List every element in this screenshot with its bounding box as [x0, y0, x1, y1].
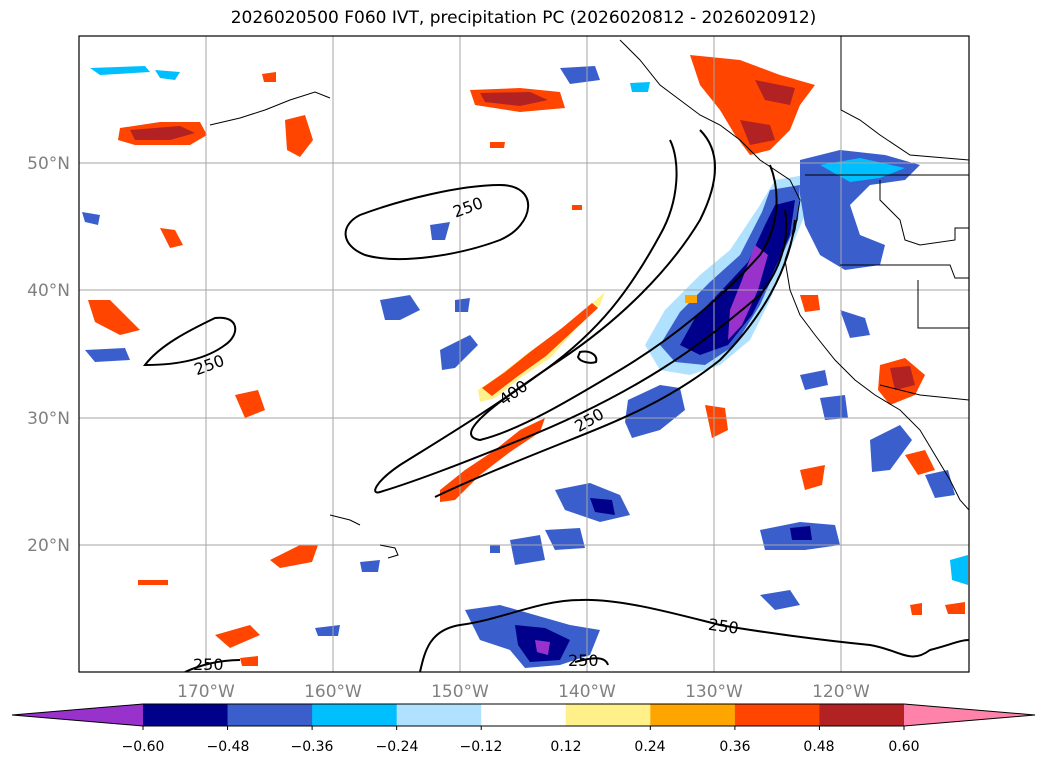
lon-label-170w: 170°W: [177, 682, 235, 702]
lat-label-30n: 30°N: [27, 409, 70, 429]
plot-area: [79, 36, 969, 672]
colorbar-segment: [734, 704, 820, 726]
ivt-contours: [142, 129, 969, 672]
colorbar: [11, 703, 1036, 730]
lon-label-130w: 130°W: [685, 682, 743, 702]
colorbar-tick-label: 0.36: [719, 739, 750, 755]
colorbar-tick-label: 0.24: [634, 739, 665, 755]
contour-label: 250: [707, 615, 740, 638]
lat-label-20n: 20°N: [27, 536, 70, 556]
lon-label-120w: 120°W: [812, 682, 870, 702]
colorbar-segment: [819, 704, 905, 726]
longitude-labels: 170°W 160°W 150°W 140°W 130°W 120°W: [177, 682, 870, 702]
contour-label: 250: [193, 655, 224, 674]
colorbar-segment: [312, 704, 398, 726]
colorbar-segment: [143, 704, 229, 726]
plot-border: [78, 35, 970, 673]
colorbar-tick-label: −0.48: [207, 739, 250, 755]
colorbar-segment: [565, 704, 651, 726]
colorbar-tick-label: −0.12: [460, 739, 503, 755]
colorbar-segment: [227, 704, 313, 726]
colorbar-tick-label: −0.60: [122, 739, 165, 755]
lat-label-50n: 50°N: [27, 154, 70, 174]
colorbar-tick-label: 0.12: [550, 739, 581, 755]
colorbar-extend-right: [904, 704, 1035, 726]
gridlines: [79, 36, 969, 672]
lat-label-40n: 40°N: [27, 281, 70, 301]
map-title: 2026020500 F060 IVT, precipitation PC (2…: [230, 8, 817, 28]
colorbar-extend-left: [12, 704, 143, 726]
colorbar-tick-label: −0.36: [291, 739, 334, 755]
colorbar-labels: −0.60 −0.48 −0.36 −0.24 −0.12 0.12 0.24 …: [122, 739, 920, 755]
colorbar-tick-label: 0.48: [803, 739, 834, 755]
colorbar-tick-label: 0.60: [888, 739, 919, 755]
lon-label-160w: 160°W: [304, 682, 362, 702]
colorbar-tick-label: −0.24: [376, 739, 419, 755]
colorbar-segment: [481, 704, 567, 726]
lon-label-140w: 140°W: [558, 682, 616, 702]
lon-label-150w: 150°W: [431, 682, 489, 702]
colorbar-segment: [650, 704, 736, 726]
contour-label: 250: [568, 651, 599, 670]
latitude-labels: 50°N 40°N 30°N 20°N: [27, 154, 70, 556]
coastlines: [209, 36, 969, 559]
colorbar-segment: [396, 704, 482, 726]
